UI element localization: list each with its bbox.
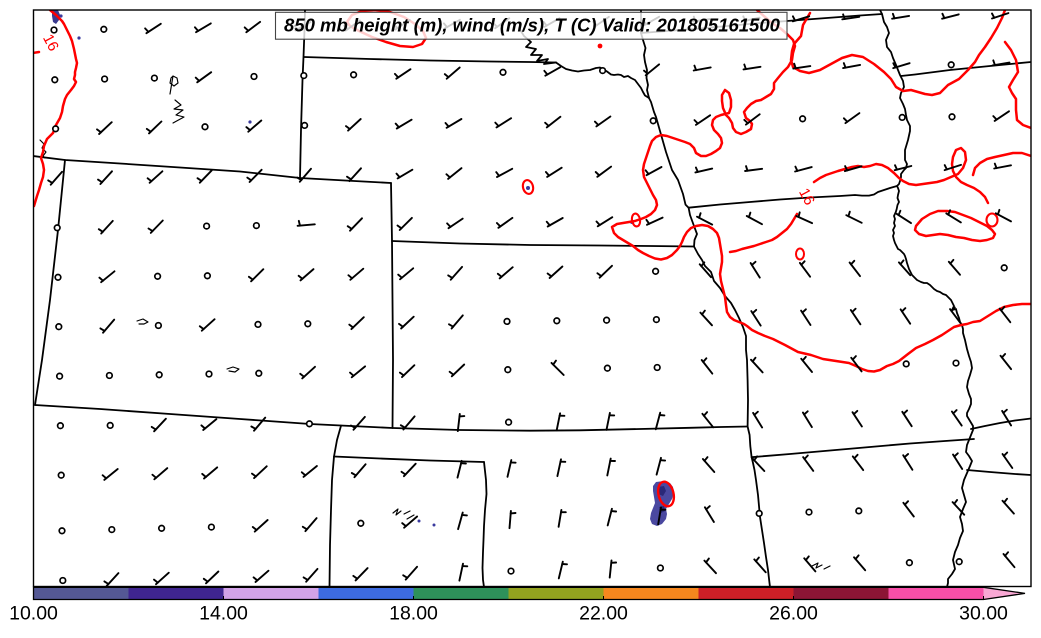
svg-text:18.00: 18.00: [389, 603, 438, 625]
svg-text:26.00: 26.00: [769, 603, 818, 625]
svg-text:16: 16: [39, 31, 62, 54]
svg-text:22.00: 22.00: [579, 603, 628, 625]
svg-text:16: 16: [795, 185, 818, 208]
svg-text:10.00: 10.00: [9, 603, 58, 625]
svg-text:850 mb height (m), wind (m/s),: 850 mb height (m), wind (m/s), T (C) Val…: [284, 15, 781, 36]
svg-text:14.00: 14.00: [199, 603, 248, 625]
svg-text:30.00: 30.00: [959, 603, 1008, 625]
